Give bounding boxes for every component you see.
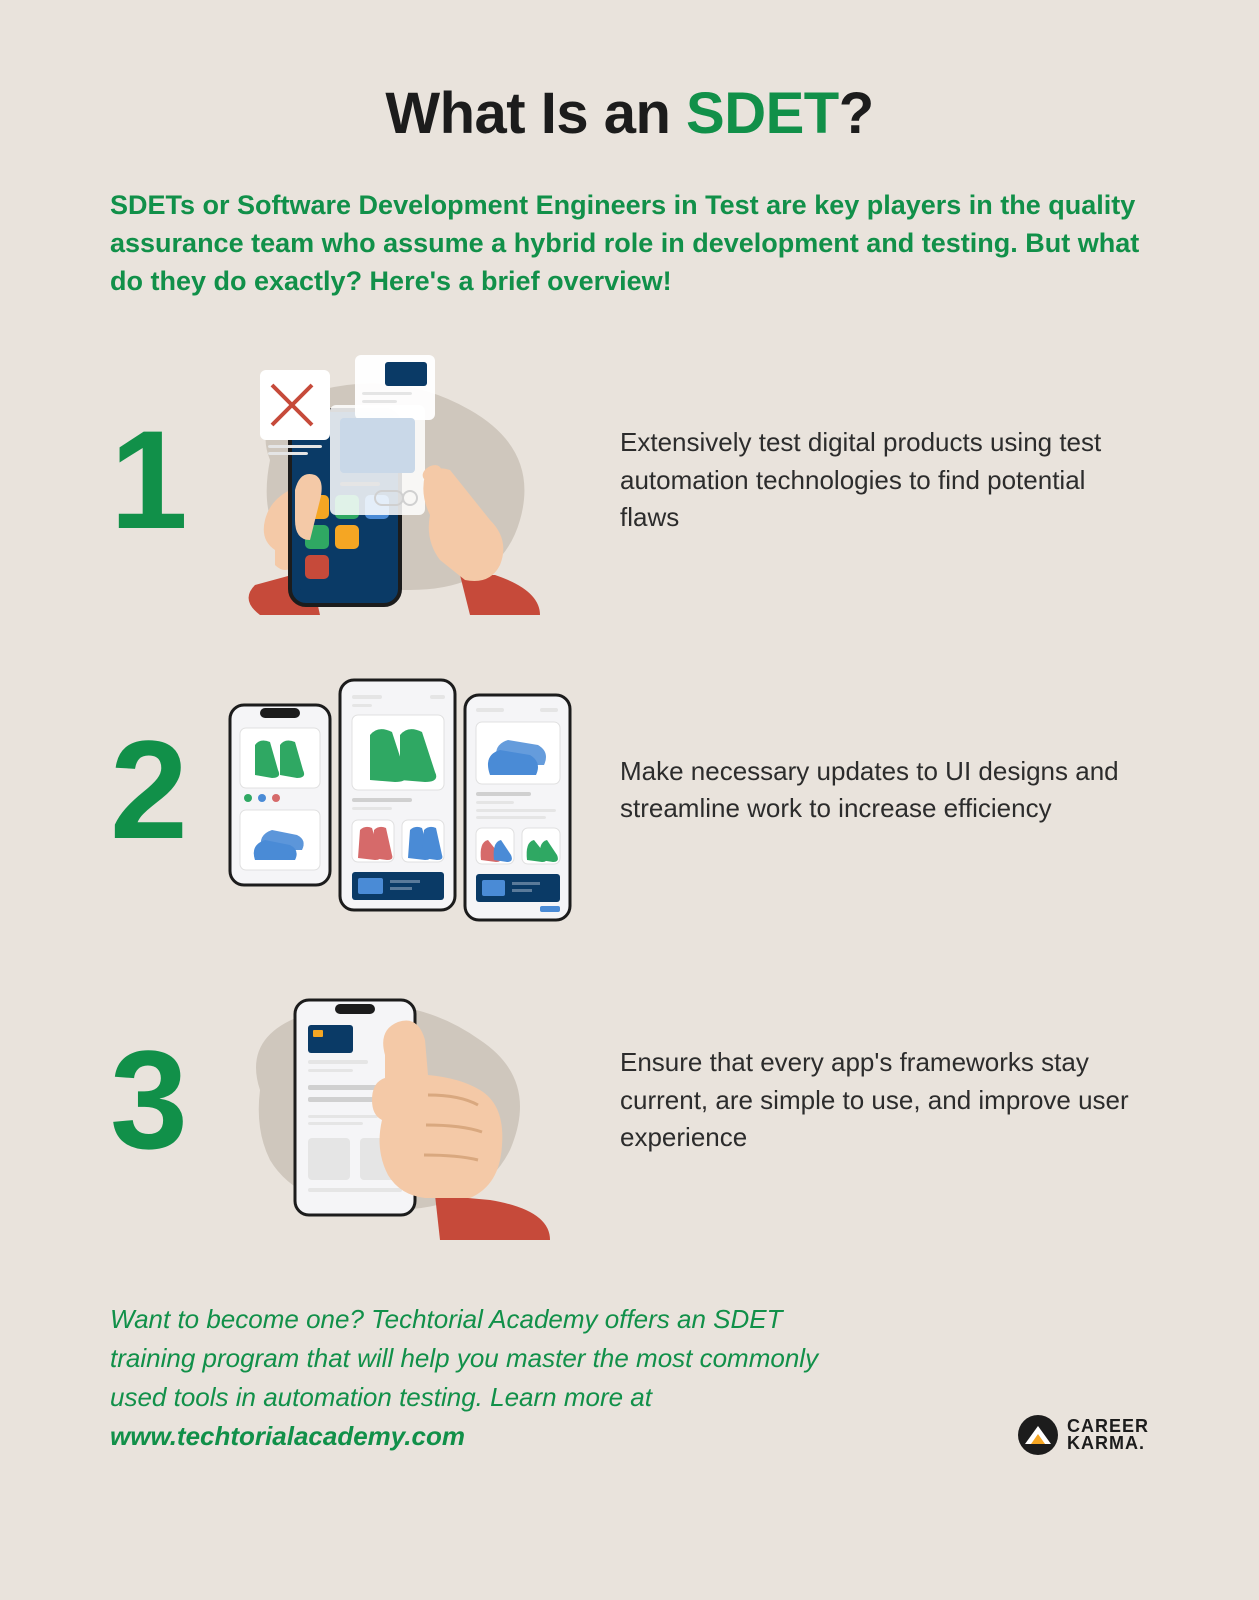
logo-icon [1017,1414,1059,1456]
title-highlight: SDET [686,81,839,146]
item-3: 3 [110,960,1149,1240]
item-2-desc: Make necessary updates to UI designs and… [580,753,1149,828]
item-1-illustration [200,340,580,620]
intro-text: SDETs or Software Development Engineers … [110,187,1149,300]
career-karma-logo: CAREER KARMA. [1017,1414,1149,1456]
logo-dot: . [1139,1433,1145,1453]
title-prefix: What Is an [385,81,686,146]
title-suffix: ? [839,81,874,146]
item-2-illustration [200,650,580,930]
item-2: 2 [110,650,1149,930]
footer-text: Want to become one? Techtorial Academy o… [110,1300,830,1456]
footer: Want to become one? Techtorial Academy o… [110,1300,1149,1456]
page-title: What Is an SDET? [110,80,1149,147]
footer-url: www.techtorialacademy.com [110,1421,465,1451]
logo-line2: KARMA. [1067,1435,1149,1452]
item-2-number: 2 [110,720,200,860]
item-1-desc: Extensively test digital products using … [580,424,1149,537]
footer-body: Want to become one? Techtorial Academy o… [110,1304,818,1412]
item-1: 1 [110,340,1149,620]
logo-text: CAREER KARMA. [1067,1418,1149,1452]
item-3-number: 3 [110,1030,200,1170]
item-3-desc: Ensure that every app's frameworks stay … [580,1044,1149,1157]
items-list: 1 [110,340,1149,1240]
item-1-number: 1 [110,410,200,550]
item-3-illustration [200,960,580,1240]
